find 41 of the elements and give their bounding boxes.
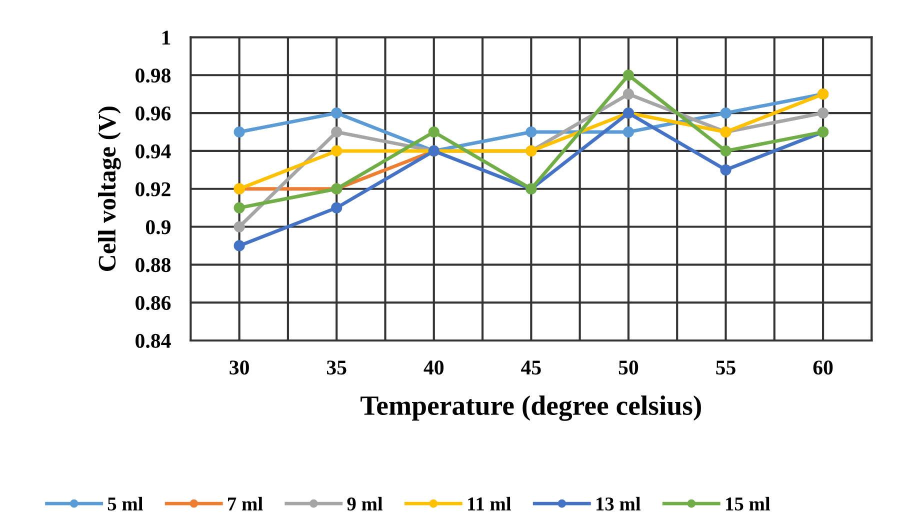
y-tick-label: 0.94 <box>136 144 171 158</box>
y-tick-label: 0.9 <box>146 220 170 234</box>
y-tick-label: 0.86 <box>136 296 171 310</box>
y-tick-label: 1 <box>162 30 170 44</box>
x-tick-label: 60 <box>813 360 833 375</box>
point <box>234 221 245 232</box>
point <box>526 126 537 138</box>
x-axis-title: Temperature (degree celsius) <box>360 395 701 421</box>
point <box>331 145 342 157</box>
x-tick-label: 50 <box>618 360 638 375</box>
y-tick-label: 0.96 <box>136 106 171 121</box>
point <box>428 126 440 138</box>
x-tick-label: 35 <box>326 360 346 375</box>
point <box>720 164 732 176</box>
point <box>234 202 245 214</box>
legend-label: 13 ml <box>596 496 641 511</box>
y-tick-label: 0.98 <box>136 68 171 83</box>
legend-label: 11 ml <box>468 496 511 510</box>
point <box>622 126 634 138</box>
point <box>331 202 342 214</box>
x-tick-label: 30 <box>230 360 249 375</box>
point <box>720 145 732 157</box>
y-tick-label: 0.88 <box>136 258 171 272</box>
point <box>622 70 634 81</box>
point <box>720 107 732 119</box>
point <box>234 240 245 252</box>
legend-label: 15 ml <box>726 496 770 511</box>
y-tick-label: 0.84 <box>136 334 171 348</box>
point <box>234 126 245 138</box>
x-tick-label: 40 <box>424 360 444 375</box>
point <box>331 126 342 138</box>
legend-label: 5 ml <box>108 496 143 511</box>
y-tick-label: 0.92 <box>136 182 170 196</box>
x-tick-label: 45 <box>521 360 541 375</box>
point <box>331 107 342 119</box>
x-tick-label: 55 <box>716 360 736 375</box>
point <box>622 88 634 100</box>
y-axis-title: Cell voltage (V) <box>98 106 121 271</box>
point <box>817 107 829 119</box>
legend-label: 7 ml <box>228 496 263 510</box>
legend-label: 9 ml <box>347 496 383 511</box>
